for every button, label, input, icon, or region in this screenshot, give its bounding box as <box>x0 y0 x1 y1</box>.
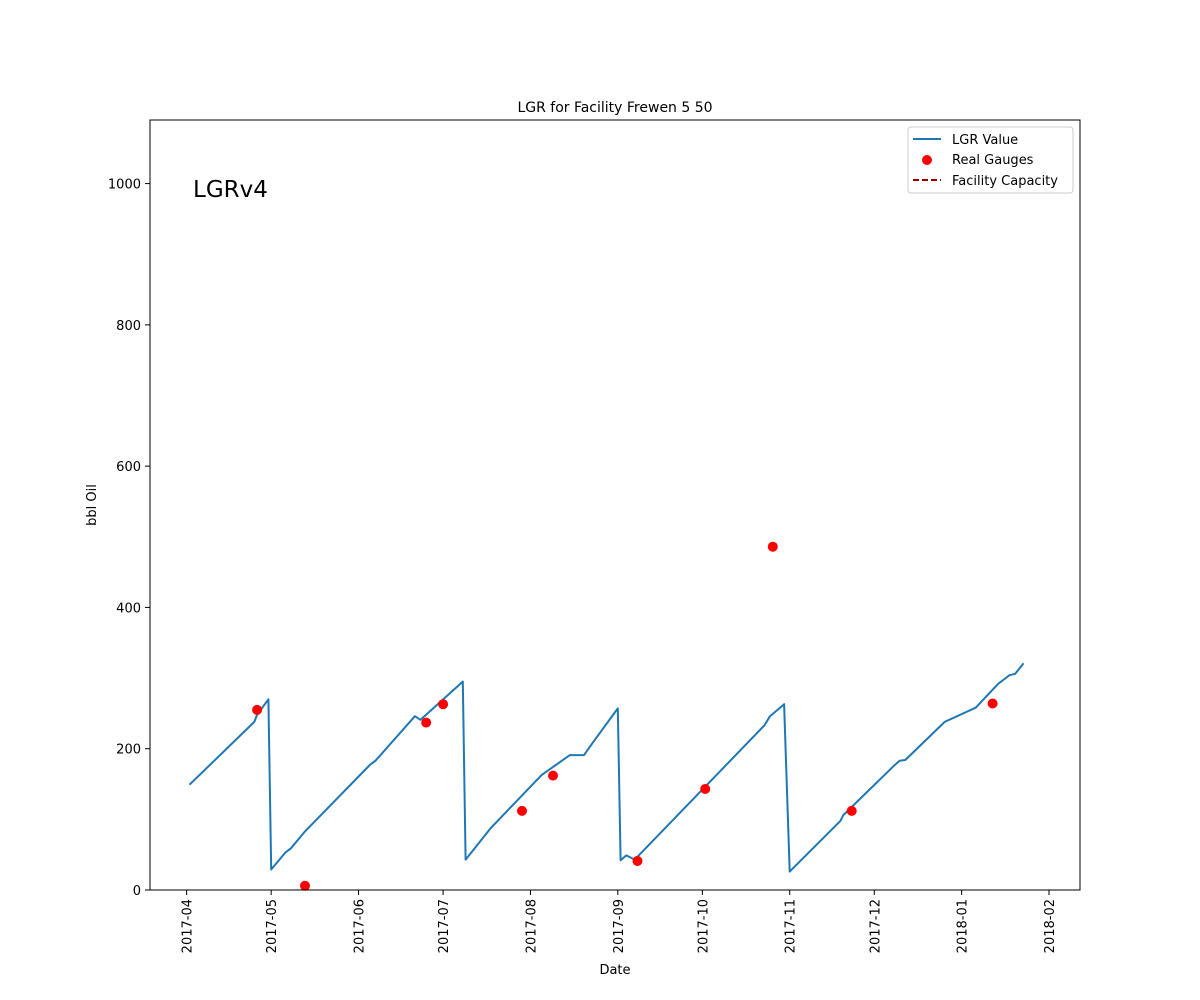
model-version-annotation: LGRv4 <box>193 177 268 203</box>
real-gauge-point <box>300 880 310 891</box>
real-gauge-point <box>421 717 432 728</box>
x-tick-label: 2017-09 <box>612 899 627 953</box>
y-tick-label: 800 <box>116 319 141 334</box>
real-gauge-point <box>767 541 778 552</box>
y-axis-label: bbl Oil <box>85 484 100 526</box>
real-gauge-point <box>700 784 711 794</box>
x-tick-label: 2018-02 <box>1043 899 1058 953</box>
real-gauge-point <box>517 805 527 816</box>
y-tick-label: 600 <box>116 460 141 475</box>
real-gauge-point <box>846 805 857 816</box>
legend-real-gauges-swatch <box>922 155 932 165</box>
y-tick-label: 0 <box>133 884 141 899</box>
y-tick-label: 200 <box>116 743 141 758</box>
x-tick-label: 2017-12 <box>868 899 883 953</box>
x-tick-label: 2017-07 <box>437 899 452 953</box>
real-gauge-point <box>252 704 263 715</box>
series-lgr-value-line <box>188 662 1025 873</box>
x-tick-label: 2017-05 <box>265 899 280 953</box>
real-gauge-point <box>987 698 998 709</box>
x-tick-label: 2018-01 <box>956 899 971 953</box>
legend-box <box>907 126 1074 194</box>
legend-lgr-value-label: LGR Value <box>952 133 1018 148</box>
x-tick-label: 2017-06 <box>353 899 368 953</box>
x-tick-label: 2017-10 <box>696 899 711 953</box>
legend: LGR Value Real Gauges Facility Capacity <box>907 126 1074 194</box>
x-axis: 2017-04 2017-05 2017-06 2017-07 2017-08 2017-… <box>181 890 1058 953</box>
real-gauge-point <box>548 770 558 781</box>
plot-area <box>188 541 1025 891</box>
real-gauge-point <box>632 856 643 866</box>
y-axis: 0 200 400 600 800 1000 <box>108 178 150 899</box>
x-tick-label: 2017-08 <box>524 899 539 953</box>
y-tick-label: 400 <box>116 601 141 616</box>
real-gauge-point <box>438 699 449 710</box>
chart-title: LGR for Facility Frewen 5 50 <box>517 100 712 116</box>
plot-frame <box>149 119 1081 891</box>
x-tick-label: 2017-11 <box>784 899 799 953</box>
y-tick-label: 1000 <box>108 178 141 193</box>
legend-facility-capacity-label: Facility Capacity <box>952 174 1058 189</box>
x-tick-label: 2017-04 <box>181 899 196 953</box>
legend-real-gauges-label: Real Gauges <box>952 153 1034 168</box>
x-axis-label: Date <box>599 963 630 978</box>
